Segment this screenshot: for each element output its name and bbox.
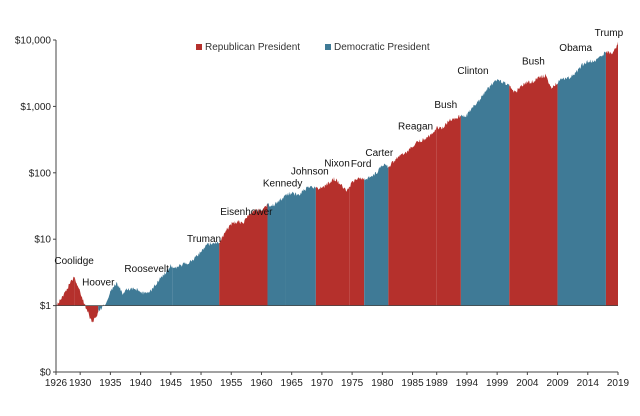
president-label-truman: Truman — [187, 234, 221, 245]
president-label-coolidge: Coolidge — [54, 256, 94, 267]
president-label-nixon: Nixon — [324, 158, 350, 169]
president-label-hoover: Hoover — [82, 278, 115, 289]
x-tick-label: 1989 — [426, 378, 449, 389]
x-tick-label: 1999 — [486, 378, 509, 389]
x-tick-label: 1985 — [401, 378, 424, 389]
axes — [55, 40, 618, 373]
president-label-johnson: Johnson — [291, 166, 329, 177]
president-area-bush-13 — [509, 73, 558, 306]
x-tick-label: 1935 — [99, 378, 122, 389]
y-tick-label: $10,000 — [15, 36, 52, 47]
president-label-ford: Ford — [351, 159, 372, 170]
x-tick-label: 1940 — [129, 378, 152, 389]
x-tick-label: 2009 — [546, 378, 569, 389]
x-tick-label: 1975 — [341, 378, 364, 389]
legend-swatch-d — [325, 44, 331, 50]
president-label-carter: Carter — [365, 148, 393, 159]
president-area-eisenhower-4 — [219, 203, 268, 306]
y-tick-label: $100 — [29, 168, 52, 179]
president-areas — [56, 41, 618, 323]
y-tick-labels: $0 $1 $10 $100 $1,000 $10,000 — [15, 36, 56, 379]
y-tick-label: $1,000 — [20, 102, 51, 113]
x-tick-label: 2019 — [607, 378, 630, 389]
x-tick-labels: 1926 1930 1935 1940 1945 1950 1955 1960 1965 1970… — [45, 372, 630, 389]
x-tick-label: 1960 — [250, 378, 273, 389]
y-tick-label: $1 — [40, 301, 52, 312]
president-label-clinton: Clinton — [457, 66, 488, 77]
legend: Republican President Democratic President — [196, 42, 430, 53]
x-tick-label: 1926 — [45, 378, 68, 389]
president-label-roosevelt: Roosevelt — [124, 264, 169, 275]
president-label-reagan: Reagan — [398, 121, 433, 132]
x-tick-label: 1945 — [160, 378, 183, 389]
president-label-trump: Trump — [595, 28, 624, 39]
president-label-obama: Obama — [559, 43, 592, 54]
x-tick-label: 1950 — [190, 378, 213, 389]
x-tick-label: 2004 — [516, 378, 539, 389]
president-area-hoover-1 — [74, 277, 99, 323]
president-label-bush: Bush — [434, 100, 457, 111]
president-area-coolidge-0 — [56, 276, 75, 307]
president-area-ford-8 — [349, 177, 365, 306]
president-area-bush-11 — [436, 114, 461, 306]
legend-label: Democratic President — [334, 42, 430, 53]
president-area-truman-3 — [172, 241, 220, 306]
x-tick-label: 1980 — [371, 378, 394, 389]
legend-swatch-r — [196, 44, 202, 50]
president-area-clinton-12 — [460, 79, 510, 306]
x-tick-label: 1930 — [69, 378, 92, 389]
president-label-eisenhower: Eisenhower — [220, 207, 273, 218]
president-area-carter-9 — [364, 163, 389, 306]
president-area-nixon-7 — [315, 176, 350, 306]
president-area-johnson-6 — [285, 185, 316, 306]
y-tick-label: $0 — [40, 368, 52, 379]
president-area-obama-14 — [557, 51, 606, 306]
x-tick-label: 1970 — [311, 378, 334, 389]
president-area-kennedy-5 — [267, 195, 286, 306]
president-area-roosevelt-2 — [98, 263, 173, 312]
x-tick-label: 1955 — [220, 378, 243, 389]
president-label-kennedy: Kennedy — [263, 179, 302, 190]
x-tick-label: 2014 — [577, 378, 600, 389]
president-area-reagan-10 — [388, 126, 437, 306]
x-tick-label: 1965 — [281, 378, 304, 389]
legend-label: Republican President — [205, 42, 300, 53]
president-label-bush: Bush — [522, 56, 545, 67]
president-labels: Coolidge Hoover Roosevelt Truman Eisenhower K… — [54, 28, 623, 289]
x-tick-label: 1994 — [456, 378, 479, 389]
y-tick-label: $10 — [34, 235, 51, 246]
president-area-trump-15 — [605, 41, 618, 306]
